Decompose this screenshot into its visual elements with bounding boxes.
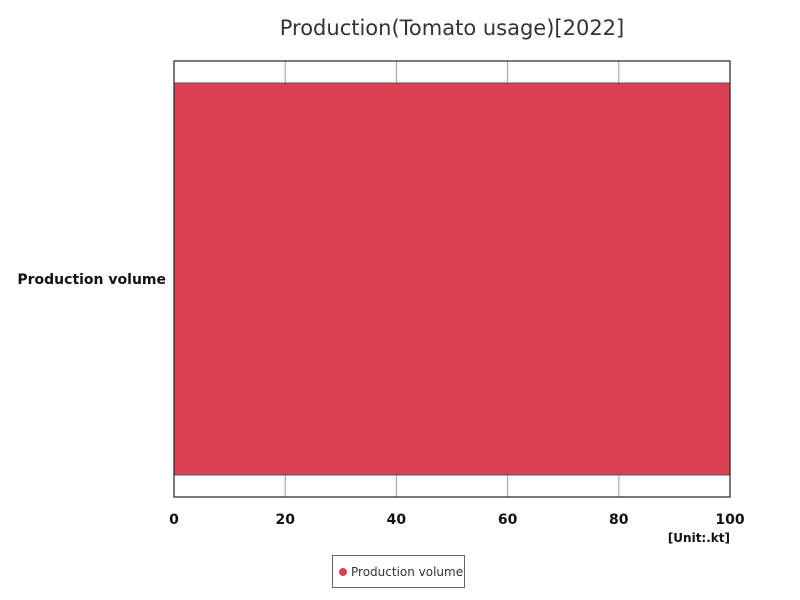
x-tick-label: 60	[498, 512, 518, 528]
plot-frame	[173, 60, 731, 498]
legend-marker-icon	[339, 567, 347, 576]
bar[interactable]	[173, 82, 731, 476]
chart-title: Production(Tomato usage)[2022]	[279, 16, 625, 40]
unit-label: [Unit:.kt]	[668, 531, 730, 545]
legend-label: Production volume	[351, 564, 464, 579]
x-tick-labels: 0 20 40 60 80 100	[169, 512, 745, 528]
x-tick-label: 40	[387, 512, 407, 528]
bar-group	[173, 82, 731, 476]
x-tick-label: 0	[169, 512, 179, 528]
legend: Production volume	[332, 555, 465, 588]
category-label: Production volume	[17, 272, 166, 288]
category-labels: Production volume	[17, 272, 166, 288]
x-tick-label: 100	[715, 512, 744, 528]
x-tick-label: 20	[275, 512, 295, 528]
x-tick-label: 80	[609, 512, 629, 528]
